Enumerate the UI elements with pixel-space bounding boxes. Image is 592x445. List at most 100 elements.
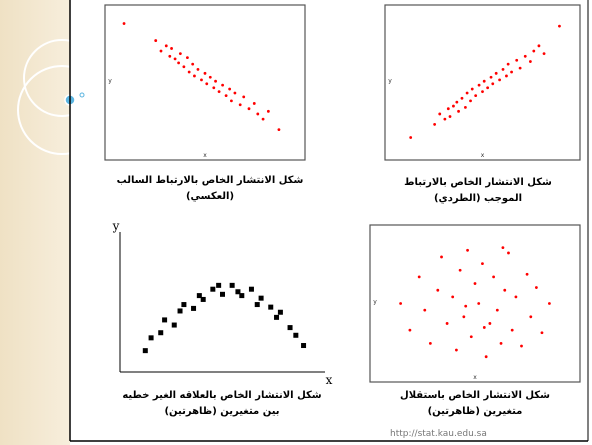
point: [179, 52, 182, 55]
point: [182, 65, 185, 68]
point: [440, 256, 443, 259]
point: [210, 287, 215, 292]
point: [507, 252, 510, 255]
y-axis-label: y: [108, 78, 112, 85]
plot-frame: [385, 5, 580, 160]
point: [255, 302, 260, 307]
point: [205, 82, 208, 85]
point: [174, 58, 177, 61]
point: [507, 63, 510, 66]
point: [496, 309, 499, 312]
point: [492, 276, 495, 279]
point: [177, 61, 180, 64]
point: [498, 78, 501, 81]
point: [481, 262, 484, 265]
point: [490, 76, 493, 79]
point: [214, 80, 217, 83]
point: [168, 55, 171, 58]
point: [230, 99, 233, 102]
point: [423, 309, 426, 312]
point: [418, 276, 421, 279]
point: [491, 82, 494, 85]
point: [477, 302, 480, 305]
plot-frame: [105, 5, 305, 160]
point: [478, 84, 481, 87]
y-axis-label: y: [373, 299, 377, 306]
chart-title: شكل الانتشار الخاص بالارتباط السالب: [117, 175, 304, 186]
point: [452, 105, 455, 108]
point: [429, 342, 432, 345]
point: [485, 355, 488, 358]
point: [239, 103, 242, 106]
point: [162, 317, 167, 322]
point: [474, 94, 477, 97]
point: [469, 99, 472, 102]
point: [466, 92, 469, 95]
point: [220, 292, 225, 297]
point: [461, 97, 464, 100]
point: [457, 110, 460, 113]
point: [529, 60, 532, 63]
point: [483, 326, 486, 329]
chart-title: شكل الانتشار الخاص باستقلال: [400, 390, 550, 401]
chart-title: الموجب (الطردي): [434, 193, 522, 204]
point: [474, 282, 477, 285]
point: [471, 88, 474, 91]
point: [158, 330, 163, 335]
point: [143, 348, 148, 353]
point: [409, 329, 412, 332]
point: [455, 101, 458, 104]
point: [548, 302, 551, 305]
point: [186, 56, 189, 59]
point: [188, 71, 191, 74]
chart-title: شكل الانتشار الخاص بالارتباط: [404, 177, 552, 188]
point: [253, 102, 256, 105]
point: [462, 315, 465, 318]
point: [446, 322, 449, 325]
point: [486, 86, 489, 89]
point: [470, 335, 473, 338]
point: [481, 90, 484, 93]
point: [170, 47, 173, 50]
point: [154, 39, 157, 42]
point: [216, 283, 221, 288]
point: [526, 273, 529, 276]
point: [541, 331, 544, 334]
point: [483, 80, 486, 83]
point: [436, 289, 439, 292]
point: [511, 329, 514, 332]
point: [165, 44, 168, 47]
point: [191, 306, 196, 311]
point: [178, 308, 183, 313]
point: [234, 92, 237, 95]
point: [433, 123, 436, 126]
point: [438, 113, 441, 116]
point: [503, 289, 506, 292]
point: [209, 76, 212, 79]
point: [529, 315, 532, 318]
point: [268, 305, 273, 310]
point: [218, 90, 221, 93]
point: [249, 287, 254, 292]
point: [201, 297, 206, 302]
chart-title: شكل الانتشار الخاص بالعلاقه الغير خطيه: [122, 390, 321, 401]
point: [519, 67, 522, 70]
chart-title: (العكسي): [186, 191, 234, 202]
point: [267, 110, 270, 113]
point: [538, 44, 541, 47]
x-axis-label: x: [326, 373, 333, 387]
point: [204, 72, 207, 75]
point: [256, 113, 259, 116]
point: [459, 269, 462, 272]
point: [181, 302, 186, 307]
point: [225, 94, 228, 97]
point: [502, 246, 505, 249]
point: [230, 283, 235, 288]
point: [449, 115, 452, 118]
point: [248, 107, 251, 110]
point: [543, 52, 546, 55]
point: [524, 55, 527, 58]
point: [200, 78, 203, 81]
point: [262, 118, 265, 121]
x-axis-label: x: [203, 152, 207, 159]
